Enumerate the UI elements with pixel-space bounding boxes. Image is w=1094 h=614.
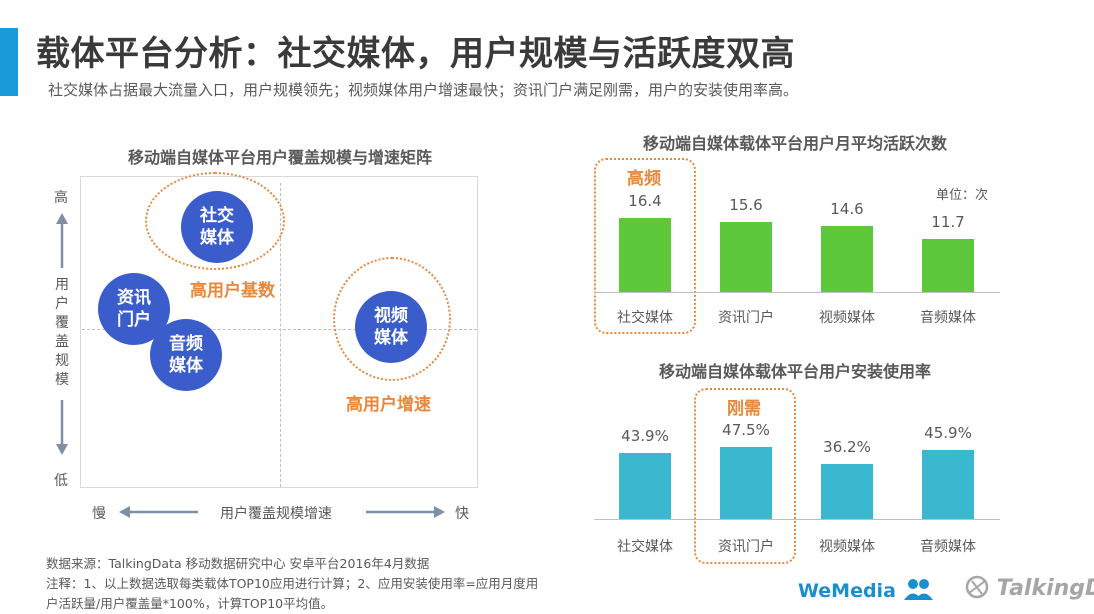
bubble-video-media: 视频媒体 (355, 291, 427, 363)
chart1-category-label: 音频媒体 (920, 310, 976, 326)
title-accent-bar (0, 28, 18, 96)
matrix-horizontal-divider (82, 329, 477, 330)
chart1-highlight-box (594, 158, 696, 334)
chart2-category-label: 视频媒体 (819, 539, 875, 555)
data-source: 数据来源：TalkingData 移动数据研究中心 安卓平台2016年4月数据 (46, 556, 430, 571)
chart2-value-label: 45.9% (924, 424, 972, 442)
bubble-audio-label: 音频媒体 (169, 334, 203, 376)
chart2-category-label: 音频媒体 (920, 539, 976, 555)
chart1-bar (821, 226, 873, 292)
people-icon (903, 579, 933, 600)
chart2-category-label: 社交媒体 (617, 539, 673, 555)
chart2-highlight-box (694, 388, 796, 564)
matrix-title: 移动端自媒体平台用户覆盖规模与增速矩阵 (127, 148, 432, 167)
bubble-news-label: 资讯门户 (117, 288, 151, 330)
chart2-bar (922, 450, 974, 519)
wemedia-logo-text: WeMedia (798, 580, 896, 602)
video-highlight-ring (333, 257, 451, 381)
chart2-category-label: 资讯门户 (718, 539, 774, 555)
page-subtitle: 社交媒体占据最大流量入口，用户规模领先；视频媒体用户增速最快；资讯门户满足刚需，… (48, 81, 799, 99)
chart1-unit-label: 单位：次 (936, 188, 989, 203)
chart1-highlight-label: 高频 (627, 169, 661, 189)
talkingdata-logo-text: TalkingData (996, 576, 1094, 601)
x-axis-fast-label: 快 (455, 506, 469, 522)
footnote-line-1: 注释：1、以上数据选取每类载体TOP10应用进行计算；2、应用安装使用率=应用月… (46, 576, 539, 591)
chart1-value-label: 14.6 (830, 200, 864, 218)
chart2-baseline (594, 519, 1000, 520)
talkingdata-globe-icon (965, 575, 989, 599)
y-axis-title: 用户覆盖规模 (55, 277, 69, 388)
chart1-value-label: 16.4 (628, 192, 662, 210)
label-high-user-growth: 高用户增速 (346, 395, 431, 415)
chart1-category-label: 资讯门户 (718, 310, 774, 326)
chart2-bar (720, 447, 772, 519)
y-axis-high-label: 高 (54, 190, 68, 206)
social-highlight-ring (145, 172, 285, 270)
chart1-baseline (594, 292, 1000, 293)
chart2-highlight-label: 刚需 (727, 399, 761, 419)
chart1-value-label: 11.7 (931, 213, 965, 231)
bubble-video-label: 视频媒体 (374, 306, 408, 348)
x-axis-title: 用户覆盖规模增速 (220, 506, 332, 522)
chart2-bar (619, 453, 671, 519)
talkingdata-logo: TalkingData (965, 575, 1094, 601)
bubble-social-label: 社交媒体 (200, 206, 234, 248)
chart1-bar (619, 218, 671, 292)
bubble-social-media: 社交媒体 (181, 191, 253, 263)
right-arrow-icon (366, 506, 445, 518)
page-title: 载体平台分析：社交媒体，用户规模与活跃度双高 (36, 34, 795, 74)
chart2-title: 移动端自媒体载体平台用户安装使用率 (658, 362, 931, 381)
chart2-bar (821, 464, 873, 519)
chart2-value-label: 36.2% (823, 438, 871, 456)
label-high-user-base: 高用户基数 (190, 281, 275, 301)
chart1-category-label: 社交媒体 (617, 310, 673, 326)
up-arrow-icon (56, 213, 68, 268)
y-axis-low-label: 低 (54, 473, 68, 489)
chart2-value-label: 43.9% (621, 427, 669, 445)
chart1-bar (720, 222, 772, 292)
chart1-value-label: 15.6 (729, 196, 763, 214)
down-arrow-icon (56, 400, 68, 455)
chart1-bar (922, 239, 974, 292)
footnote-line-2: 户活跃量/用户覆盖量*100%，计算TOP10平均值。 (46, 596, 334, 611)
x-axis-slow-label: 慢 (92, 506, 106, 522)
wemedia-logo: WeMedia (798, 578, 933, 602)
chart2-value-label: 47.5% (722, 421, 770, 439)
bubble-audio-media: 音频媒体 (150, 319, 222, 391)
chart1-title: 移动端自媒体载体平台用户月平均活跃次数 (642, 134, 947, 153)
left-arrow-icon (119, 506, 198, 518)
matrix-vertical-divider (280, 183, 281, 487)
chart1-category-label: 视频媒体 (819, 310, 875, 326)
matrix-frame (80, 176, 478, 488)
